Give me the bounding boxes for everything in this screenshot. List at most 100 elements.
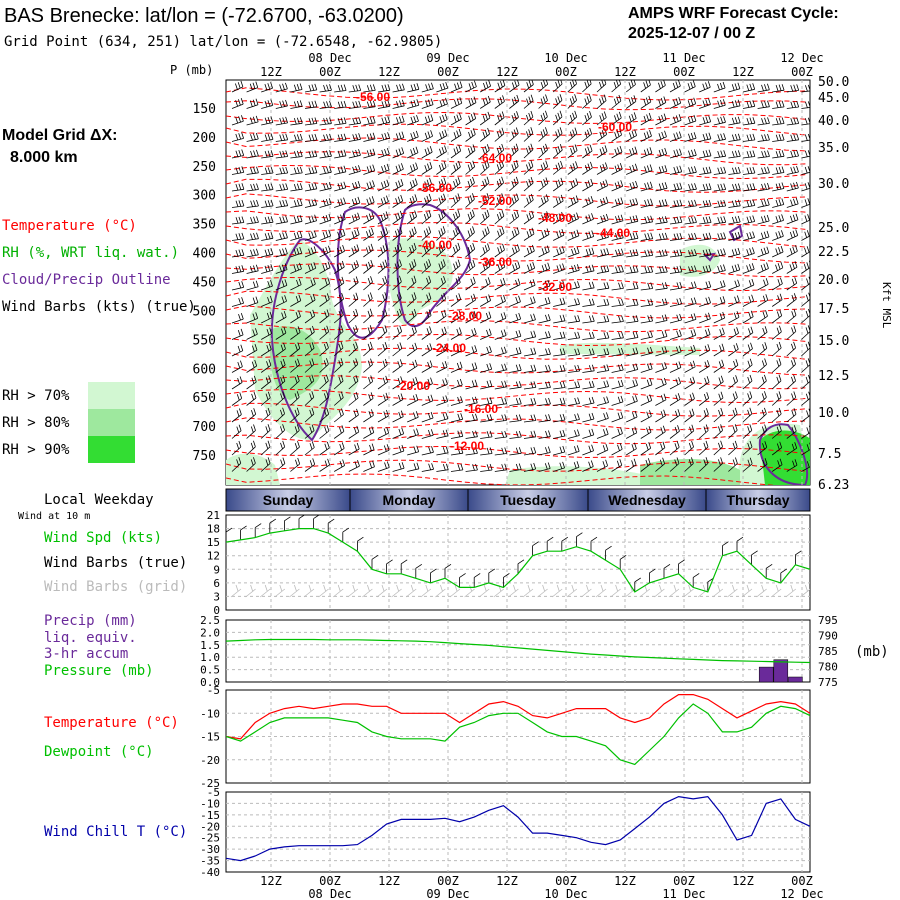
wind-barb <box>406 178 418 192</box>
wind-barb <box>611 231 624 241</box>
wind-barb <box>275 82 288 93</box>
wind-barb <box>261 183 274 192</box>
wind-barb <box>684 392 695 406</box>
wind-barb <box>509 210 520 225</box>
wind-barb <box>480 311 492 324</box>
wind-barb <box>669 377 681 390</box>
wind-barb <box>786 442 798 456</box>
wind-barb <box>801 150 810 159</box>
wind-barb <box>334 181 347 192</box>
wind-barb <box>231 249 245 258</box>
wind-barb <box>757 214 770 225</box>
windchill-line <box>226 795 810 862</box>
true-wind-barb <box>371 554 379 570</box>
wind-barb <box>465 176 475 192</box>
wind-barb <box>786 197 799 208</box>
wind-barb <box>582 230 595 241</box>
wind-barb <box>567 246 580 258</box>
wind-barb <box>421 161 433 175</box>
height-tick-label: 40.0 <box>818 114 849 129</box>
wind-barb <box>728 391 738 406</box>
true-wind-barb <box>459 573 466 588</box>
wind-barb <box>567 348 581 357</box>
wind-barb <box>553 397 566 406</box>
wind-barb <box>275 231 288 241</box>
weekday-box <box>705 488 811 512</box>
wind-barb <box>333 391 344 406</box>
weekday-cell: Sunday <box>225 488 351 512</box>
grid-wind-barb <box>274 584 286 598</box>
wind-barb <box>611 214 624 225</box>
wind-barb <box>407 411 419 423</box>
wind-barb <box>757 374 767 390</box>
wind-barb <box>567 264 580 274</box>
panel-content <box>226 620 810 682</box>
pressure-tick-label: 500 <box>193 304 216 319</box>
wind-barb <box>538 279 551 291</box>
isotherm-label: -32.00 <box>538 280 572 294</box>
wind-barb <box>728 247 741 258</box>
wind-barb <box>246 440 256 456</box>
isotherm-20 <box>226 361 807 376</box>
wind-barb <box>260 457 271 472</box>
wind-barb <box>523 446 537 456</box>
wind-barb <box>290 246 303 258</box>
wind-barb <box>406 359 418 373</box>
wind-barb <box>334 165 347 175</box>
wind-barb <box>523 364 537 373</box>
wind-barb <box>771 441 783 456</box>
wind-barb <box>392 275 402 291</box>
wind-barb <box>669 345 682 357</box>
wind-barb <box>465 259 476 274</box>
wind-barb <box>436 145 447 159</box>
wind-barb <box>611 395 624 406</box>
wind-barb <box>669 131 682 142</box>
wind-barb <box>494 176 504 192</box>
wind-barb <box>290 326 301 340</box>
precip-bar <box>773 659 789 682</box>
wind-barb <box>450 259 461 274</box>
wind-barb <box>596 459 608 472</box>
wind-barb <box>771 407 782 423</box>
y-tick-label: -35 <box>200 855 220 868</box>
wind-barb <box>713 424 723 439</box>
pressure-legend: Pressure (mb) <box>44 663 154 679</box>
wind-barb <box>582 444 594 456</box>
wind-barb <box>538 364 551 373</box>
true-wind-barb <box>751 550 758 565</box>
wind-barb <box>246 166 259 175</box>
wind-barb <box>596 80 607 93</box>
wind-barb <box>246 408 257 423</box>
wind-barb <box>640 164 653 175</box>
wind-barb <box>552 94 563 109</box>
cloud-outline-3 <box>758 423 809 485</box>
rh-shading-9 <box>640 458 740 485</box>
dewpoint-legend: Dewpoint (°C) <box>44 744 154 760</box>
wind-barb <box>713 216 727 225</box>
y-tick-label: 9 <box>213 563 220 576</box>
isotherm-label: -56.00 <box>356 90 390 104</box>
station-title: BAS Brenecke: lat/lon = (-72.6700, -63.0… <box>4 5 404 27</box>
grid-wind-barb <box>610 584 621 598</box>
grid-wind-barb <box>347 584 359 598</box>
time-axis: 12Z 12Z 00Z 00Z 12Z 12Z 00Z 00Z 12Z 12Z 00Z 00Z 12Z 1… <box>260 51 824 900</box>
wind-barb <box>655 249 668 258</box>
wind-barb <box>582 380 595 390</box>
wind-barb <box>523 430 537 439</box>
wind-barb <box>553 348 566 357</box>
wind-barb <box>304 133 318 142</box>
wind-barb <box>567 178 579 192</box>
wind-barb <box>728 311 740 324</box>
grid-wind-barb <box>332 584 344 598</box>
wind-barb <box>290 391 300 406</box>
wind-barb <box>406 308 417 324</box>
wind-barb <box>231 115 244 126</box>
wind-barb <box>406 342 418 357</box>
wind-barb <box>246 115 259 126</box>
wind-barb <box>611 282 624 291</box>
wind-barb <box>553 297 566 307</box>
wind-barb <box>669 409 681 423</box>
wind-barb <box>509 94 520 109</box>
y-tick-label: 1.5 <box>200 639 220 652</box>
wind-barb <box>231 344 244 357</box>
